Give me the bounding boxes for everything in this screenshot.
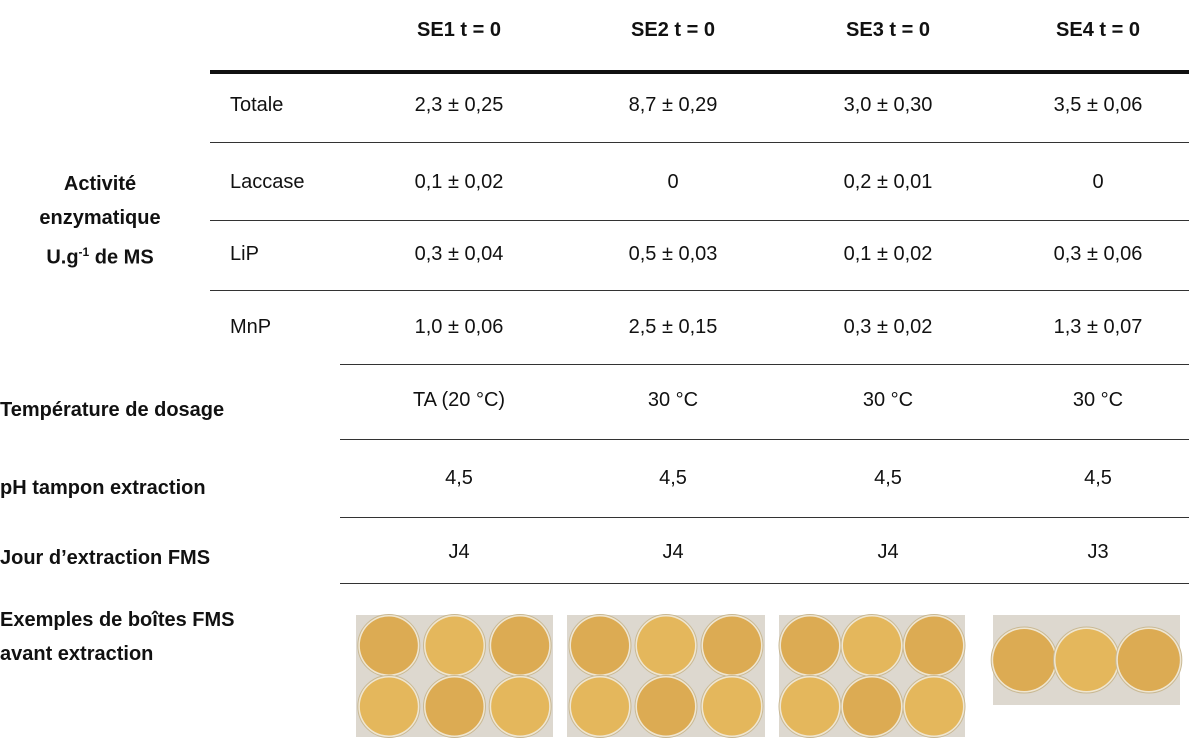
cell: 0,3 ± 0,04 [414,243,504,265]
cell: 0 [667,171,679,193]
row-rule [340,364,1189,365]
cell: J4 [662,541,684,563]
dish-culture [425,677,484,736]
dish-culture [993,629,1056,691]
dish-culture [1055,629,1118,691]
row-rule [340,439,1189,440]
cell: 4,5 [659,467,687,489]
row-rule [210,290,1189,291]
row-label: Laccase [230,171,305,193]
cell: 4,5 [445,467,473,489]
dish-culture [703,677,761,736]
group-label: enzymatique [39,207,161,229]
cell: 30 °C [647,389,699,411]
dish-culture [905,616,963,675]
cell: J4 [448,541,470,563]
examples-label: Exemples de boîtes FMS [0,609,235,631]
row-label: Jour d’extraction FMS [0,547,211,569]
dish-culture [491,616,550,675]
unit: U.g [46,246,79,269]
column-header: SE1 t = 0 [417,19,501,41]
cell: 30 °C [862,389,914,411]
cell: 2,5 ± 0,15 [628,316,718,338]
row-label: Température de dosage [0,399,225,421]
cell: 1,0 ± 0,06 [414,316,504,338]
row-rule [210,220,1189,221]
cell: 0,3 ± 0,06 [1053,243,1143,265]
column-header: SE4 t = 0 [1056,19,1140,41]
cell: TA (20 °C) [412,389,506,411]
cell: 0,5 ± 0,03 [628,243,718,265]
unit-exponent: -1 [78,245,90,259]
row-rule [210,142,1189,143]
dish-culture [359,616,418,675]
dish-culture [843,616,901,675]
dish-culture [571,677,629,736]
column-header: SE3 t = 0 [846,19,930,41]
dish-culture [781,677,839,736]
dish-culture [359,677,418,736]
dish-culture [1117,629,1180,691]
cell: 30 °C [1072,389,1124,411]
dish-culture [781,616,839,675]
cell: 4,5 [1084,467,1112,489]
dish-culture [571,616,629,675]
cell: 2,3 ± 0,25 [414,94,504,116]
cell: 3,0 ± 0,30 [843,94,933,116]
cell: 0,3 ± 0,02 [843,316,933,338]
cell: 3,5 ± 0,06 [1053,94,1143,116]
cell: J4 [877,541,899,563]
dish-culture [425,616,484,675]
dish-culture [905,677,963,736]
group-unit: U.g-1 de MS [46,240,153,270]
unit-suffix: de MS [94,246,154,269]
cell: 1,3 ± 0,07 [1053,316,1143,338]
dish-culture [703,616,761,675]
examples-label: avant extraction [0,643,154,665]
row-label: MnP [230,316,272,338]
dish-culture [843,677,901,736]
cell: 0,2 ± 0,01 [843,171,933,193]
row-label: LiP [230,243,259,265]
row-rule [340,583,1189,584]
column-header: SE2 t = 0 [631,19,715,41]
cell: 4,5 [874,467,902,489]
dish-culture [637,616,695,675]
group-label: Activité [63,173,137,195]
row-label: Totale [230,94,284,116]
dish-culture [491,677,550,736]
dish-culture [637,677,695,736]
cell: 8,7 ± 0,29 [628,94,718,116]
row-label: pH tampon extraction [0,477,206,499]
cell: J3 [1087,541,1109,563]
cell: 0,1 ± 0,02 [414,171,504,193]
cell: 0,1 ± 0,02 [843,243,933,265]
cell: 0 [1092,171,1104,193]
header-rule [210,70,1189,74]
row-rule [340,517,1189,518]
